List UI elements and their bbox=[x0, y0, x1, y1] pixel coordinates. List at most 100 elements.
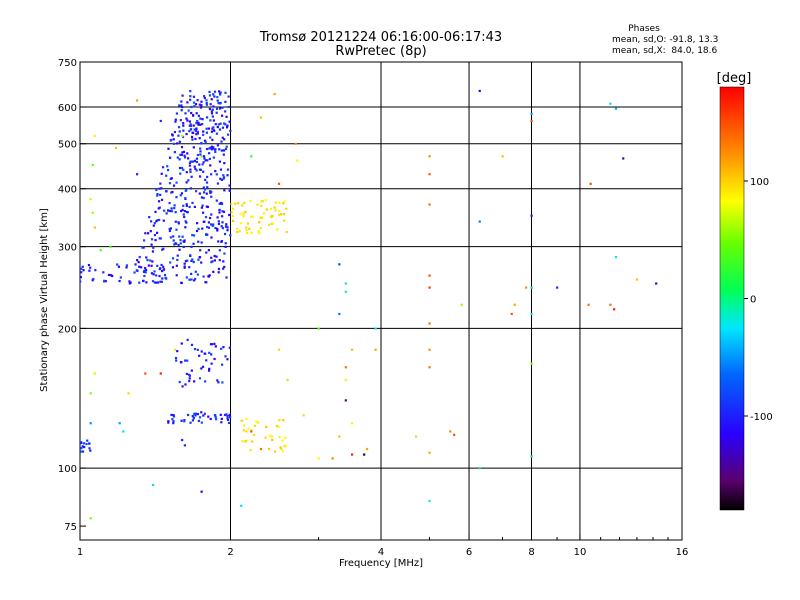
data-point bbox=[196, 222, 199, 225]
data-point bbox=[153, 222, 156, 225]
data-point bbox=[216, 95, 219, 99]
data-point bbox=[192, 234, 196, 237]
data-point bbox=[172, 422, 175, 425]
data-point bbox=[219, 93, 222, 96]
data-point bbox=[204, 178, 207, 181]
data-point bbox=[82, 269, 85, 272]
data-point bbox=[207, 415, 210, 418]
data-point bbox=[184, 112, 187, 115]
data-point bbox=[226, 417, 229, 420]
data-point bbox=[217, 101, 220, 105]
data-point bbox=[192, 114, 195, 117]
data-point bbox=[176, 258, 179, 262]
data-point bbox=[181, 94, 184, 97]
data-point bbox=[260, 204, 263, 208]
data-point bbox=[236, 230, 239, 234]
data-point bbox=[203, 157, 206, 160]
data-point bbox=[221, 215, 224, 218]
data-point bbox=[94, 269, 97, 272]
chart-title: Tromsø 20121224 06:16:00-06:17:43 bbox=[259, 30, 502, 45]
data-point bbox=[258, 221, 261, 224]
data-point bbox=[179, 172, 182, 175]
data-point bbox=[245, 430, 248, 433]
data-point bbox=[152, 273, 155, 276]
data-point bbox=[184, 226, 187, 229]
data-point bbox=[200, 100, 203, 103]
data-point bbox=[220, 417, 223, 420]
data-point bbox=[150, 272, 154, 275]
data-point bbox=[178, 235, 181, 238]
data-point bbox=[251, 440, 254, 443]
data-point bbox=[264, 199, 267, 202]
data-point bbox=[196, 412, 200, 416]
data-point bbox=[253, 433, 256, 437]
data-point bbox=[185, 204, 188, 207]
data-point bbox=[207, 275, 210, 278]
data-point bbox=[212, 105, 215, 108]
data-point bbox=[201, 163, 204, 166]
data-point bbox=[200, 241, 203, 244]
data-point bbox=[221, 363, 224, 366]
data-point bbox=[212, 223, 215, 226]
y-tick-label: 400 bbox=[58, 185, 77, 196]
data-point bbox=[428, 173, 431, 176]
data-point bbox=[181, 208, 184, 212]
data-point bbox=[227, 421, 231, 425]
data-point bbox=[185, 221, 188, 224]
x-tick-label: 2 bbox=[227, 547, 233, 558]
data-point bbox=[231, 219, 235, 223]
x-tick-label: 6 bbox=[466, 547, 472, 558]
data-point bbox=[211, 260, 214, 263]
data-point bbox=[151, 280, 155, 283]
data-point bbox=[344, 366, 347, 369]
data-point bbox=[198, 192, 201, 195]
data-point bbox=[215, 111, 218, 114]
data-point bbox=[116, 263, 119, 266]
data-point bbox=[317, 457, 320, 460]
data-point bbox=[145, 281, 148, 284]
data-point bbox=[207, 127, 210, 130]
data-point bbox=[89, 266, 92, 269]
data-point bbox=[83, 445, 86, 449]
data-point bbox=[193, 159, 197, 162]
data-point bbox=[294, 142, 297, 145]
data-point bbox=[166, 165, 169, 168]
data-point bbox=[205, 181, 209, 184]
data-point bbox=[196, 273, 199, 276]
data-point bbox=[103, 280, 106, 283]
data-point bbox=[158, 187, 161, 190]
data-point bbox=[259, 216, 262, 219]
data-point bbox=[158, 206, 161, 209]
data-point bbox=[179, 119, 182, 122]
data-point bbox=[194, 129, 197, 132]
data-point bbox=[159, 193, 162, 196]
data-point bbox=[261, 216, 264, 219]
data-point bbox=[260, 200, 263, 203]
data-point bbox=[248, 227, 251, 230]
stats-x-line: mean, sd,X: 84.0, 18.6 bbox=[612, 46, 718, 56]
data-point bbox=[344, 399, 347, 402]
data-point bbox=[264, 436, 267, 439]
data-point bbox=[195, 229, 199, 233]
data-point bbox=[91, 279, 94, 282]
data-point bbox=[180, 342, 183, 345]
data-point bbox=[241, 204, 244, 207]
data-point bbox=[202, 130, 205, 133]
data-point bbox=[256, 203, 259, 206]
data-point bbox=[162, 219, 165, 222]
data-point bbox=[172, 142, 176, 145]
data-point bbox=[190, 272, 193, 276]
data-point bbox=[208, 107, 212, 111]
data-point bbox=[217, 220, 220, 223]
data-point bbox=[209, 136, 212, 139]
data-point bbox=[169, 261, 172, 264]
data-point bbox=[213, 90, 217, 93]
data-point bbox=[614, 256, 618, 259]
data-point bbox=[247, 427, 250, 430]
data-point bbox=[344, 290, 347, 293]
data-point bbox=[152, 483, 155, 487]
data-point bbox=[215, 199, 218, 202]
data-point bbox=[80, 267, 83, 270]
data-point bbox=[206, 175, 209, 179]
data-point bbox=[195, 157, 199, 160]
